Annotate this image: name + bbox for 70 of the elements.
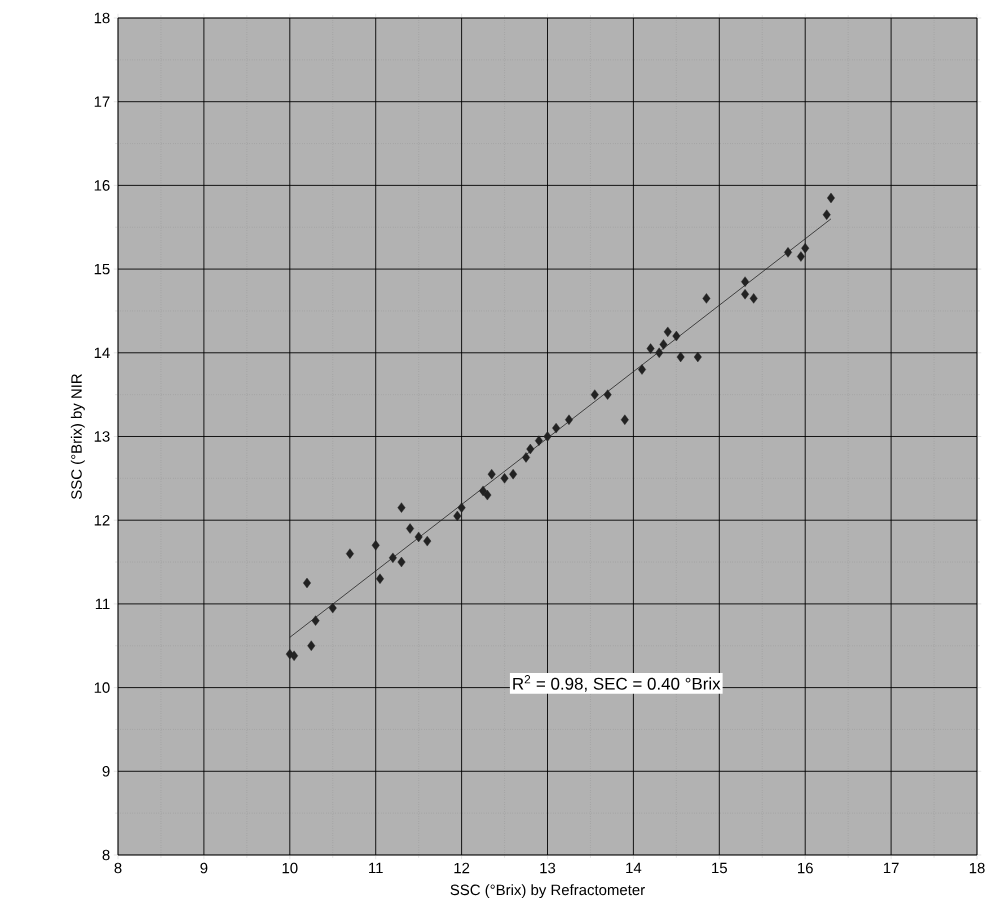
point [741,276,750,287]
point [663,326,672,337]
x-tick-label: 10 [282,862,298,874]
point [543,431,552,442]
y-tick-label: 15 [94,263,110,275]
point [526,443,535,455]
point [590,389,599,400]
point [702,292,711,304]
point [646,343,655,354]
y-tick-label: 11 [95,598,110,609]
x-tick-label: 8 [114,862,122,874]
point [397,502,406,513]
point [638,364,646,375]
point [371,539,380,551]
y-axis-title: SSC (°Brix) by NIR [70,373,85,499]
x-tick-label: 12 [454,862,470,873]
point [534,435,543,446]
y-tick-label: 9 [102,765,110,777]
y-tick-label: 10 [94,682,110,693]
annotation: R$^{2}$ = 0.98, SEC = 0.40 °Brix [513,674,721,692]
y-tick-label: 12 [94,514,110,526]
x-tick-label: 11 [369,862,383,873]
point [693,351,702,362]
point [741,288,750,300]
point [376,573,384,584]
point [620,414,629,425]
point [483,489,492,501]
point [290,650,299,661]
point [522,452,530,463]
x-tick-label: 15 [712,862,727,873]
point [453,510,462,521]
point [672,330,681,342]
y-tick-label: 17 [94,96,110,107]
x-tick-label: 13 [540,862,556,874]
x-tick-label: 17 [883,862,899,873]
point [328,602,337,614]
y-tick-label: 14 [94,347,110,358]
point [822,209,831,220]
y-tick-label: 18 [94,12,110,24]
x-tick-label: 16 [798,862,813,874]
point [388,552,397,563]
point [303,577,311,588]
point [500,472,509,484]
point [659,339,668,350]
point [397,556,406,568]
point [487,468,496,480]
y-tick-label: 16 [94,179,110,191]
point [827,192,835,203]
point [655,347,664,358]
point [346,548,354,559]
point [414,531,423,542]
point [552,422,561,434]
point [801,242,810,254]
point [311,615,320,626]
point [509,468,518,480]
x-tick-label: 14 [626,862,642,873]
point [406,523,414,534]
x-tick-label: 9 [200,862,208,874]
x-axis-title: SSC (°Brix) by Refractometer [450,883,645,898]
point [565,414,573,425]
y-tick-label: 13 [94,430,110,442]
point [676,351,685,362]
point [603,389,612,400]
point [423,535,432,547]
y-tick-label: 8 [102,849,110,861]
point [307,640,316,651]
point [457,502,466,513]
point [796,251,805,262]
point [749,292,758,304]
x-tick-label: 18 [969,862,985,874]
